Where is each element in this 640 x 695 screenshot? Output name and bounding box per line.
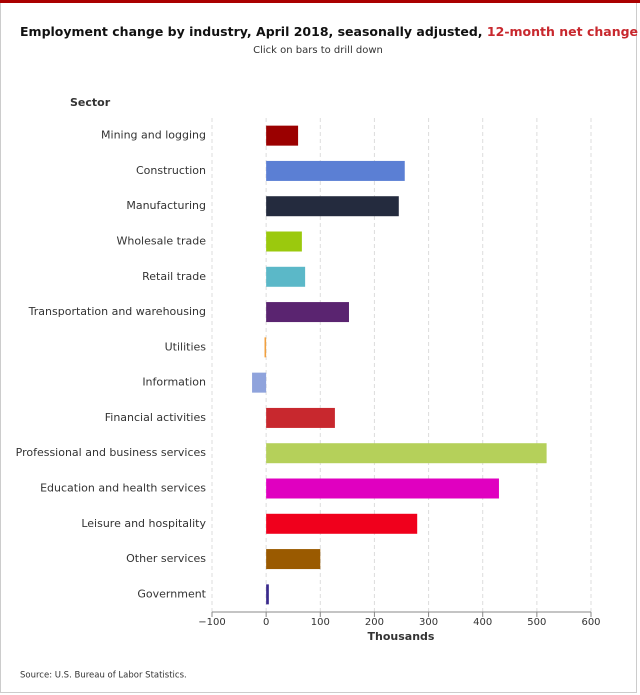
x-tick-label: −100: [198, 617, 225, 628]
chart-title: Employment change by industry, April 201…: [20, 24, 638, 39]
y-tick-label: Government: [137, 587, 206, 600]
y-tick-label: Wholesale trade: [116, 235, 206, 248]
x-tick-label: 200: [365, 617, 384, 628]
y-tick-label: Utilities: [165, 340, 207, 353]
bar[interactable]: [264, 337, 267, 358]
x-tick-label: 400: [473, 617, 492, 628]
bar[interactable]: [266, 549, 321, 570]
x-tick-label: 100: [311, 617, 330, 628]
bar[interactable]: [266, 584, 269, 605]
y-tick-label: Manufacturing: [126, 199, 206, 212]
y-tick-label: Retail trade: [142, 270, 206, 283]
bar[interactable]: [266, 478, 499, 499]
x-axis-label: Thousands: [368, 630, 435, 643]
y-tick-label: Other services: [126, 552, 206, 565]
bar[interactable]: [266, 302, 349, 323]
y-tick-label: Transportation and warehousing: [28, 305, 206, 318]
bar[interactable]: [266, 125, 299, 146]
bar[interactable]: [266, 407, 335, 428]
title-highlight: 12-month net change: [487, 24, 638, 39]
bar[interactable]: [252, 372, 267, 393]
title-text: Employment change by industry, April 201…: [20, 24, 483, 39]
y-tick-label: Construction: [136, 164, 206, 177]
y-tick-label: Information: [142, 376, 206, 389]
y-tick-label: Mining and logging: [101, 129, 206, 142]
x-tick-label: 300: [419, 617, 438, 628]
x-tick-label: 500: [527, 617, 546, 628]
bar[interactable]: [266, 196, 399, 217]
bar[interactable]: [266, 160, 405, 181]
bar[interactable]: [266, 443, 547, 464]
y-tick-label: Professional and business services: [16, 446, 207, 459]
bar[interactable]: [266, 266, 306, 287]
subtitle: Click on bars to drill down: [253, 45, 383, 56]
source: Source: U.S. Bureau of Labor Statistics.: [20, 671, 187, 681]
x-tick-label: 0: [263, 617, 269, 628]
top-rule: [0, 0, 640, 3]
y-tick-label: Leisure and hospitality: [81, 517, 206, 530]
y-axis-label: Sector: [70, 96, 111, 109]
y-tick-label: Education and health services: [40, 482, 206, 495]
bar[interactable]: [266, 513, 418, 534]
y-tick-label: Financial activities: [105, 411, 207, 424]
bar[interactable]: [266, 231, 302, 252]
x-tick-label: 600: [581, 617, 600, 628]
